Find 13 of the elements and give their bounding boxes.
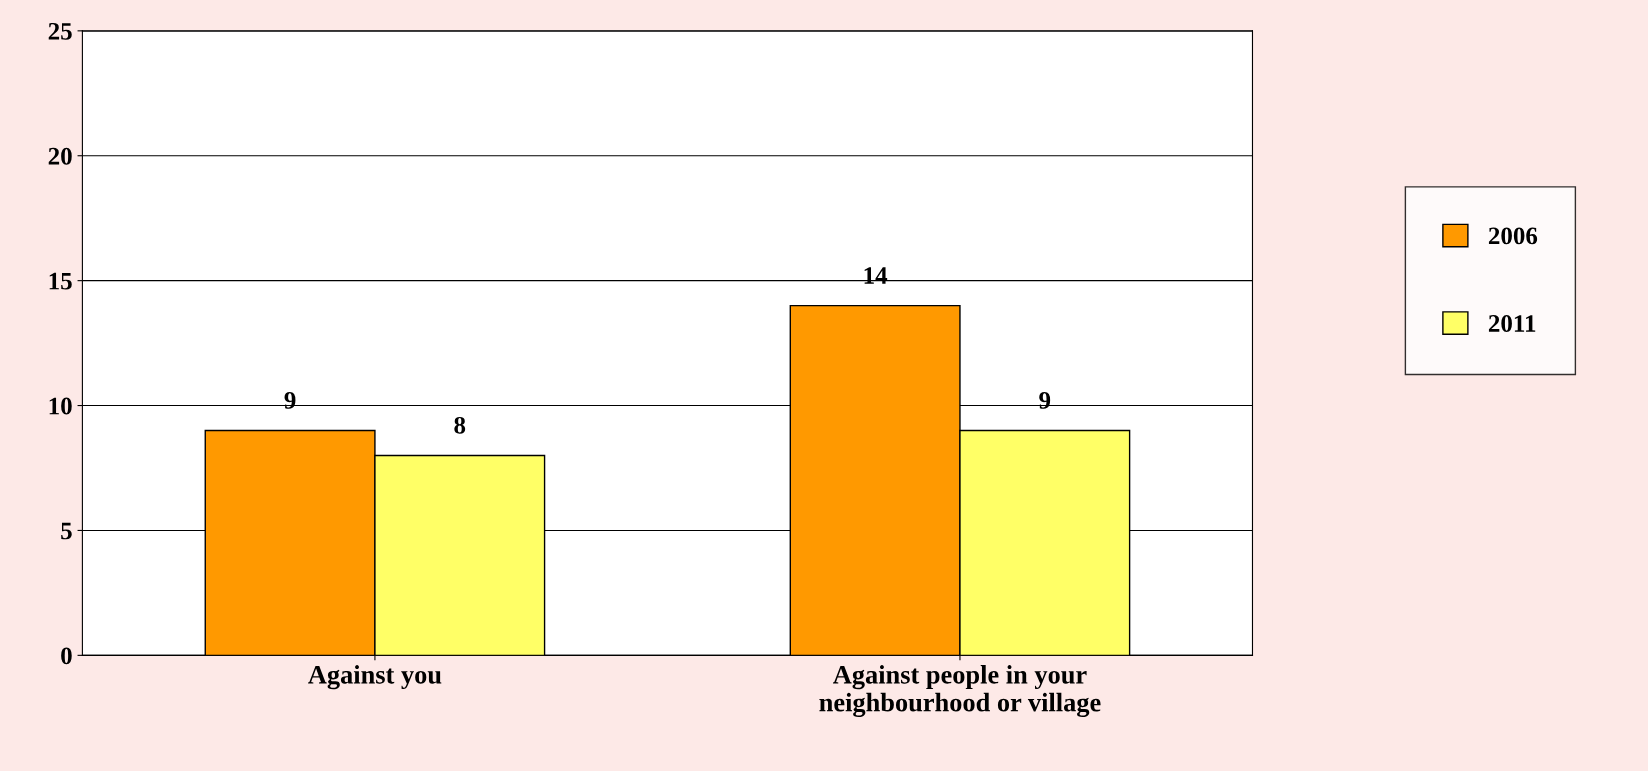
y-tick-label: 20	[48, 147, 72, 165]
data-label: 8	[454, 416, 466, 434]
y-tick-label: 0	[61, 647, 72, 665]
y-tick-label: 10	[49, 397, 72, 415]
y-tick-label: 5	[61, 522, 72, 540]
legend-label: 2006	[1488, 227, 1538, 245]
y-tick-label: 25	[48, 22, 72, 40]
data-label: 9	[284, 391, 296, 409]
legend-label: 2011	[1488, 315, 1536, 332]
y-tick-label: 15	[49, 272, 72, 290]
x-tick-label: Against people in your neighbourhood or village	[819, 665, 1101, 718]
data-label: 9	[1039, 391, 1051, 409]
x-tick-label: Against you	[308, 665, 442, 690]
